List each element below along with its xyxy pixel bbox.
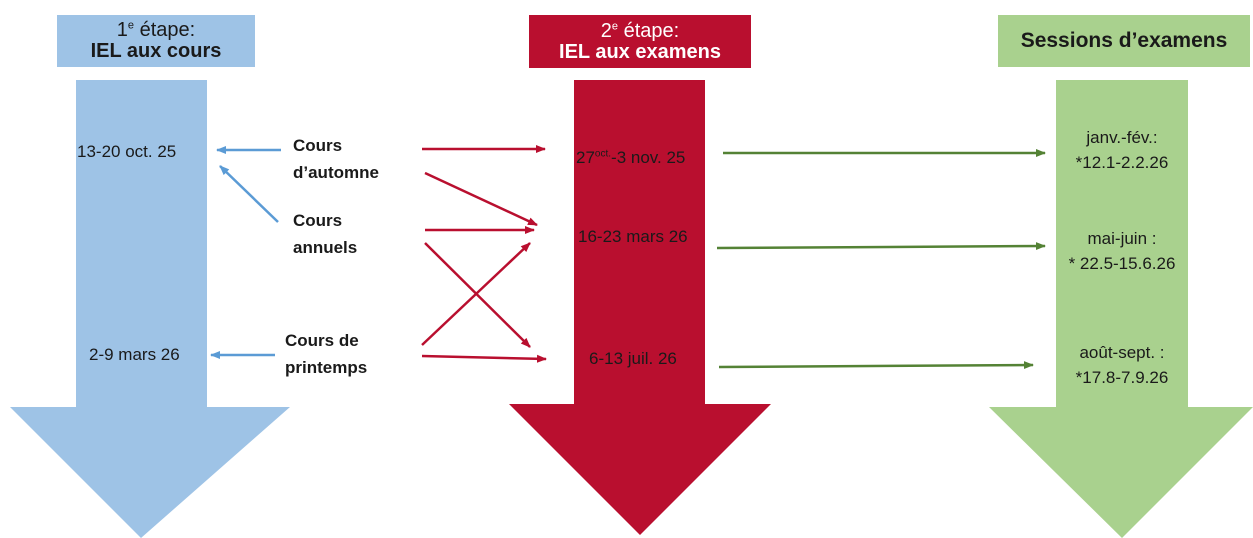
course-annuels-line2: annuels <box>293 238 358 258</box>
step1-label: 1e étape: <box>116 19 196 41</box>
arrow-mars-exam-to-mai <box>716 242 1046 251</box>
step2-label: 2e étape: <box>600 19 680 42</box>
session-janv-fev: janv.-fév.: *12.1-2.2.26 <box>1058 126 1186 175</box>
course-printemps-line1: Cours de <box>285 331 359 350</box>
sessions-big-arrow <box>989 80 1253 538</box>
sessions-title: Sessions d’examens <box>1020 28 1228 52</box>
session-janv-fev-dates: *12.1-2.2.26 <box>1075 152 1169 172</box>
arrow-juil-exam-to-aout <box>718 361 1034 370</box>
step1-date-spring: 2-9 mars 26 <box>89 345 180 364</box>
step1-header: 1e étape: IEL aux cours <box>57 15 255 67</box>
session-janv-fev-period: janv.-fév.: <box>1086 128 1158 147</box>
course-annuels-line1: Cours <box>293 211 343 230</box>
step2-date-autumn: 27oct.-3 nov. 25 <box>576 148 686 167</box>
sessions-header: Sessions d’examens <box>998 15 1250 67</box>
arrow-automne-to-mars-exam <box>424 171 538 227</box>
course-automne-line1: Cours <box>293 136 343 155</box>
course-annuels: Cours annuels <box>293 207 357 261</box>
course-printemps-line2: printemps <box>285 358 368 378</box>
step2-date-march: 16-23 mars 26 <box>578 227 688 246</box>
arrow-annuels-to-oct <box>219 165 279 223</box>
session-mai-juin: mai-juin : * 22.5-15.6.26 <box>1058 227 1186 276</box>
arrow-annuels-to-juil-exam <box>424 242 531 348</box>
course-automne: Cours d’automne <box>293 132 379 186</box>
session-mai-juin-period: mai-juin : <box>1087 229 1157 248</box>
arrow-printemps-to-juil-exam <box>421 354 547 363</box>
step2-big-arrow <box>509 80 771 535</box>
step2-title: IEL aux examens <box>559 40 721 63</box>
session-aout-sept: août-sept. : *17.8-7.9.26 <box>1058 341 1186 390</box>
step1-title: IEL aux cours <box>90 40 222 62</box>
step1-date-autumn: 13-20 oct. 25 <box>77 142 177 161</box>
session-aout-sept-dates: *17.8-7.9.26 <box>1075 367 1169 387</box>
step2-header: 2e étape: IEL aux examens <box>529 15 751 68</box>
arrow-printemps-to-mars-exam <box>421 242 531 346</box>
session-mai-juin-dates: * 22.5-15.6.26 <box>1068 253 1176 273</box>
course-printemps: Cours de printemps <box>285 327 367 381</box>
step2-date-july: 6-13 juil. 26 <box>589 349 677 368</box>
session-aout-sept-period: août-sept. : <box>1079 343 1165 362</box>
step1-big-arrow <box>10 80 290 538</box>
course-automne-line2: d’automne <box>293 163 379 183</box>
